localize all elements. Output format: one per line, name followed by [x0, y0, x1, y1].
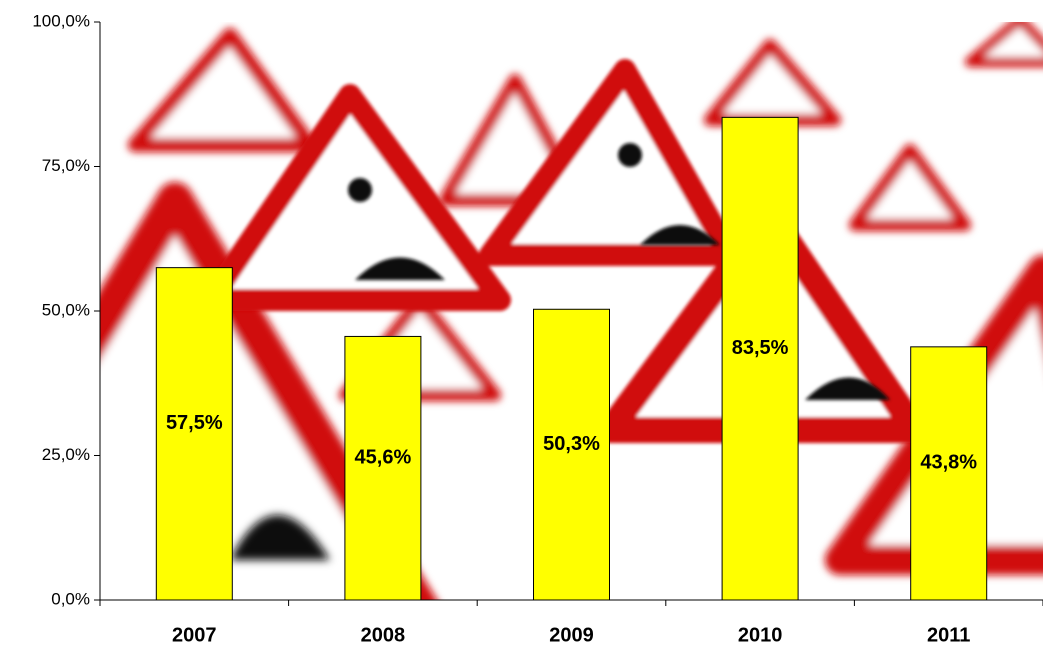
- data-label: 83,5%: [732, 337, 789, 359]
- data-label: 45,6%: [355, 446, 412, 468]
- y-tick-label: 25,0%: [42, 445, 90, 464]
- y-tick-label: 50,0%: [42, 300, 90, 319]
- x-tick-label: 2007: [172, 624, 217, 646]
- data-label: 50,3%: [543, 433, 600, 455]
- data-label: 57,5%: [166, 412, 223, 434]
- y-tick-label: 0,0%: [51, 589, 90, 608]
- y-tick-label: 75,0%: [42, 156, 90, 175]
- x-tick-label: 2009: [549, 624, 594, 646]
- x-tick-label: 2008: [361, 624, 406, 646]
- x-tick-label: 2010: [738, 624, 783, 646]
- x-tick-label: 2011: [927, 624, 970, 646]
- y-tick-label: 100,0%: [32, 11, 90, 30]
- data-label: 43,8%: [920, 452, 977, 474]
- chart: 0,0% 25,0% 50,0% 75,0% 100,0% 2007 57,5% 2008 45…: [0, 0, 1043, 649]
